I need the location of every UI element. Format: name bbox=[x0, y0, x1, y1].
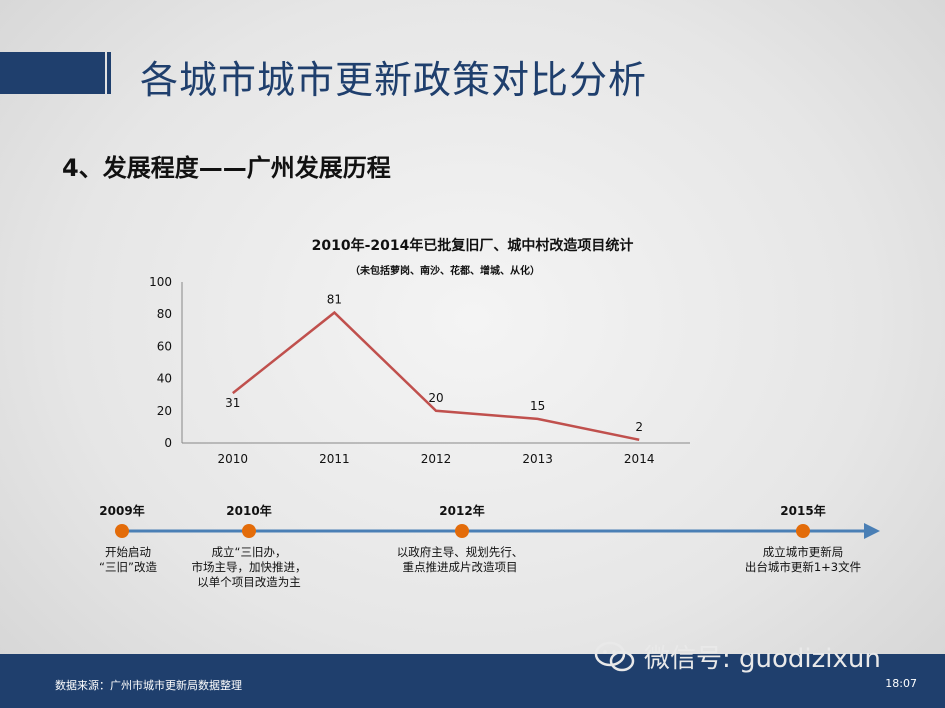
timeline-year: 2010年 bbox=[226, 504, 272, 518]
page-title: 各城市城市更新政策对比分析 bbox=[140, 58, 648, 102]
timeline-year: 2009年 bbox=[99, 504, 145, 518]
data-label: 81 bbox=[327, 293, 342, 307]
timeline-year: 2012年 bbox=[439, 504, 485, 518]
y-tick-label: 60 bbox=[157, 339, 172, 353]
x-tick-label: 2012 bbox=[421, 452, 452, 466]
section-subtitle: 4、发展程度——广州发展历程 bbox=[62, 154, 391, 182]
y-tick-label: 20 bbox=[157, 404, 172, 418]
timeline-dot bbox=[242, 524, 256, 538]
line-chart: 0 20 40 60 80 100 2010 2011 2012 2013 2014 31 81 20 15… bbox=[149, 275, 690, 466]
chart-title: 2010年-2014年已批复旧厂、城中村改造项目统计 bbox=[311, 238, 634, 254]
series-line bbox=[232, 310, 640, 442]
timeline-description: 以政府主导、规划先行、 重点推进成片改造项目 bbox=[396, 545, 524, 574]
data-label: 20 bbox=[428, 391, 443, 405]
timeline-dot bbox=[455, 524, 469, 538]
y-tick-label: 0 bbox=[164, 436, 172, 450]
wechat-icon bbox=[594, 641, 635, 671]
timeline-description: 成立“三旧办， 市场主导，加快推进， 以单个项目改造为主 bbox=[191, 545, 307, 589]
timeline-description: 成立城市更新局 出台城市更新1+3文件 bbox=[744, 545, 862, 574]
x-tick-label: 2011 bbox=[319, 452, 350, 466]
title-accent-bar bbox=[0, 52, 105, 94]
footer-time: 18:07 bbox=[885, 677, 917, 690]
data-label: 15 bbox=[530, 399, 545, 413]
y-tick-label: 40 bbox=[157, 372, 172, 386]
y-tick-label: 80 bbox=[157, 307, 172, 321]
title-accent-tick bbox=[107, 52, 111, 94]
data-label: 31 bbox=[225, 396, 240, 410]
x-tick-label: 2014 bbox=[624, 452, 655, 466]
timeline-year: 2015年 bbox=[780, 504, 826, 518]
x-tick-label: 2013 bbox=[522, 452, 553, 466]
x-tick-label: 2010 bbox=[218, 452, 249, 466]
chart-subtitle: （未包括萝岗、南沙、花都、增城、从化） bbox=[350, 266, 540, 277]
footer-source: 数据来源：广州市城市更新局数据整理 bbox=[55, 679, 242, 692]
y-tick-label: 100 bbox=[149, 275, 172, 289]
timeline-arrowhead bbox=[864, 523, 880, 539]
timeline-dot bbox=[796, 524, 810, 538]
data-label: 2 bbox=[635, 420, 643, 434]
wechat-watermark: 微信号: guodizixun bbox=[594, 638, 881, 675]
wechat-id-text: 微信号: guodizixun bbox=[644, 644, 881, 674]
footer-bar bbox=[0, 654, 945, 708]
timeline-description: 开始启动 “三旧”改造 bbox=[99, 545, 157, 574]
timeline-dot bbox=[115, 524, 129, 538]
